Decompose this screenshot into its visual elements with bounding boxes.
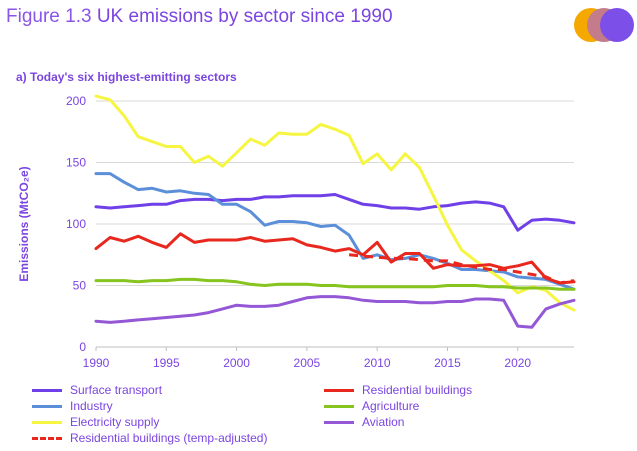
y-tick-label: 150 [66, 156, 86, 170]
series-line-electricity-supply [94, 94, 576, 312]
legend-item: Aviation [324, 414, 404, 430]
x-tick-label: 1990 [83, 356, 110, 370]
legend-label: Electricity supply [70, 415, 160, 429]
legend-label: Residential buildings (temp-adjusted) [70, 431, 268, 445]
legend-swatch [324, 404, 354, 408]
legend-swatch [32, 404, 62, 408]
series-line-aviation [94, 295, 576, 329]
brand-logo [574, 8, 634, 42]
legend-item: Industry [32, 398, 113, 414]
x-tick-label: 2010 [364, 356, 391, 370]
legend-label: Agriculture [362, 399, 420, 413]
x-tick-label: 2015 [434, 356, 461, 370]
x-tick-label: 1995 [153, 356, 180, 370]
x-tick-label: 2020 [504, 356, 531, 370]
x-tick-label: 2005 [294, 356, 321, 370]
legend-label: Industry [70, 399, 113, 413]
legend-item: Residential buildings [324, 382, 472, 398]
legend-item: Surface transport [32, 382, 162, 398]
y-axis-label: Emissions (MtCO₂e) [17, 166, 31, 281]
legend-swatch [32, 436, 62, 440]
chart-series [94, 94, 576, 329]
legend-label: Residential buildings [362, 383, 473, 397]
figure-title-text: UK emissions by sector since 1990 [96, 6, 393, 27]
series-line-agriculture [94, 277, 576, 291]
x-tick-label: 2000 [223, 356, 250, 370]
legend-swatch [324, 420, 354, 424]
y-tick-label: 0 [79, 340, 86, 354]
figure-label: Figure 1.3 [6, 6, 92, 27]
figure-title: Figure 1.3 UK emissions by sector since … [6, 6, 393, 28]
legend-item: Residential buildings (temp-adjusted) [32, 430, 267, 446]
legend-swatch [32, 420, 62, 424]
logo-circle-3 [600, 8, 634, 42]
chart-subtitle: a) Today's six highest-emitting sectors [16, 70, 237, 84]
chart-axes: 0 50 100 150 200 1990 1995 2000 2005 2010 2015 2020 [66, 94, 574, 370]
legend-swatch [324, 388, 354, 392]
chart-grid [96, 100, 574, 286]
legend-item: Agriculture [324, 398, 419, 414]
y-tick-label: 100 [66, 217, 86, 231]
legend-item: Electricity supply [32, 414, 159, 430]
legend-label: Aviation [362, 415, 405, 429]
line-chart: 0 50 100 150 200 1990 1995 2000 2005 2010 2015 2020… [17, 94, 576, 370]
y-tick-label: 200 [66, 94, 86, 108]
y-tick-label: 50 [73, 279, 87, 293]
legend-swatch [32, 388, 62, 392]
legend-label: Surface transport [70, 383, 163, 397]
series-line-industry [94, 172, 576, 291]
series-line-residential-buildings [94, 232, 576, 285]
series-line-surface-transport [94, 193, 576, 232]
